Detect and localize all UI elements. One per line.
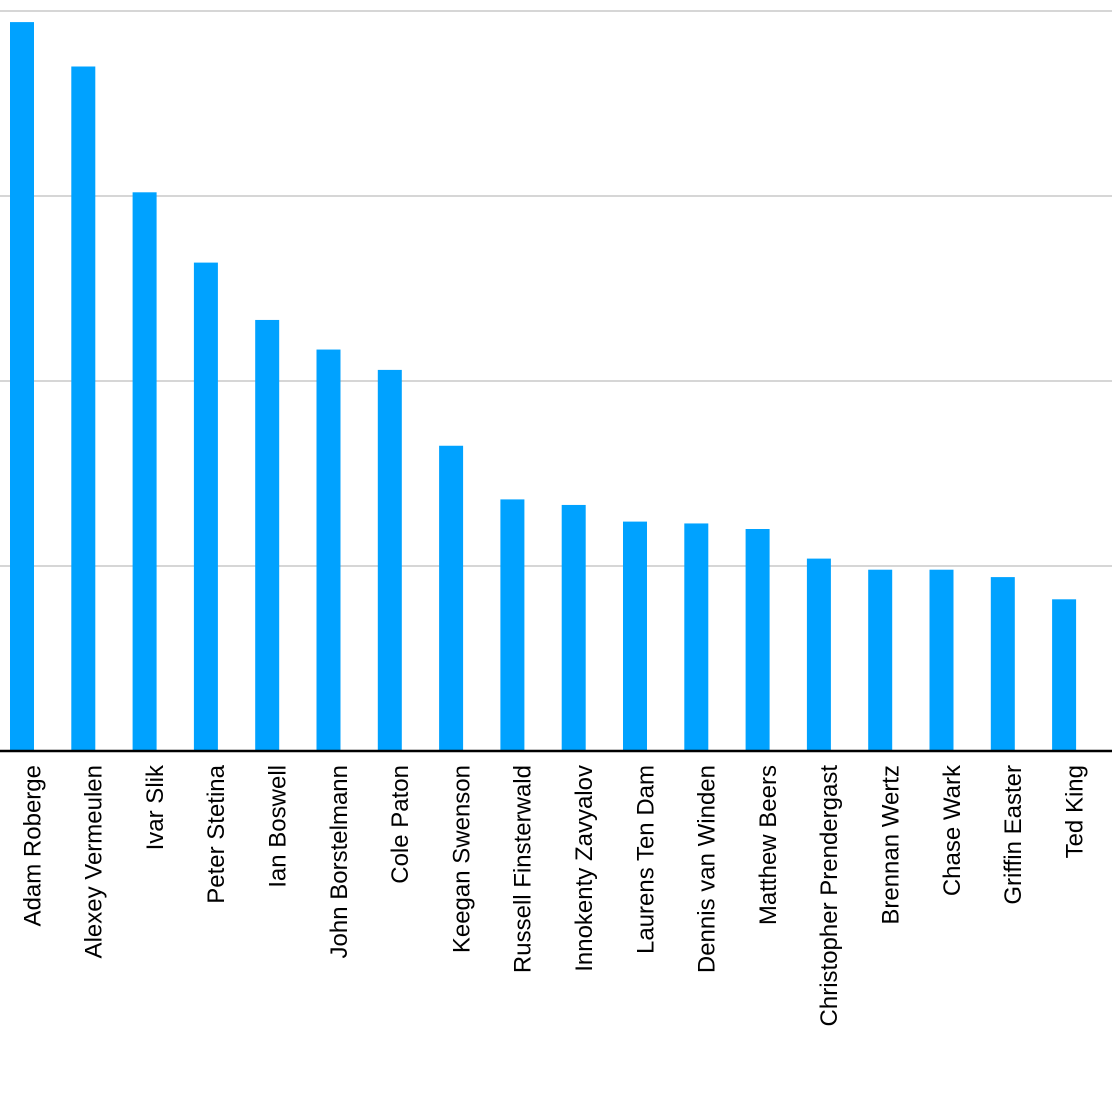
bar bbox=[623, 521, 647, 751]
bar bbox=[684, 523, 709, 751]
x-tick-label: Matthew Beers bbox=[755, 765, 782, 925]
bar bbox=[255, 319, 280, 751]
bar bbox=[377, 369, 402, 751]
bar bbox=[806, 558, 831, 751]
x-tick-label: Keegan Swenson bbox=[448, 765, 475, 953]
x-tick-label: Adam Roberge bbox=[19, 765, 46, 926]
x-tick-label: Laurens Ten Dam bbox=[632, 765, 659, 954]
bar bbox=[316, 349, 341, 751]
x-tick-label: Ted King bbox=[1061, 765, 1088, 858]
bar bbox=[500, 499, 525, 751]
x-tick-label: Alexey Vermeulen bbox=[81, 765, 108, 958]
x-tick-label: Dennis van Winden bbox=[694, 765, 721, 973]
bar bbox=[193, 262, 218, 751]
x-tick-label: Christopher Prendergast bbox=[816, 765, 843, 1027]
x-tick-label: Cole Paton bbox=[387, 765, 414, 884]
x-tick-label: Chase Wark bbox=[939, 764, 966, 896]
x-tick-label: Russell Finsterwald bbox=[510, 765, 537, 973]
x-tick-label: Griffin Easter bbox=[1000, 765, 1027, 905]
x-tick-label: Peter Stetina bbox=[203, 764, 230, 903]
x-tick-label: Brennan Wertz bbox=[878, 765, 905, 925]
bar bbox=[439, 445, 464, 751]
bar bbox=[990, 577, 1015, 751]
bar bbox=[71, 66, 96, 751]
x-tick-label: John Borstelmann bbox=[326, 765, 353, 958]
bar bbox=[10, 22, 34, 752]
bar bbox=[1052, 599, 1077, 751]
x-tick-label: Ivar Slik bbox=[142, 764, 169, 850]
bar bbox=[745, 529, 770, 751]
bar bbox=[929, 569, 954, 751]
x-tick-label: Ian Boswell bbox=[265, 765, 292, 888]
bar bbox=[132, 192, 157, 752]
bar bbox=[868, 569, 893, 751]
bar bbox=[561, 504, 586, 751]
x-tick-label: Innokenty Zavyalov bbox=[571, 765, 598, 972]
